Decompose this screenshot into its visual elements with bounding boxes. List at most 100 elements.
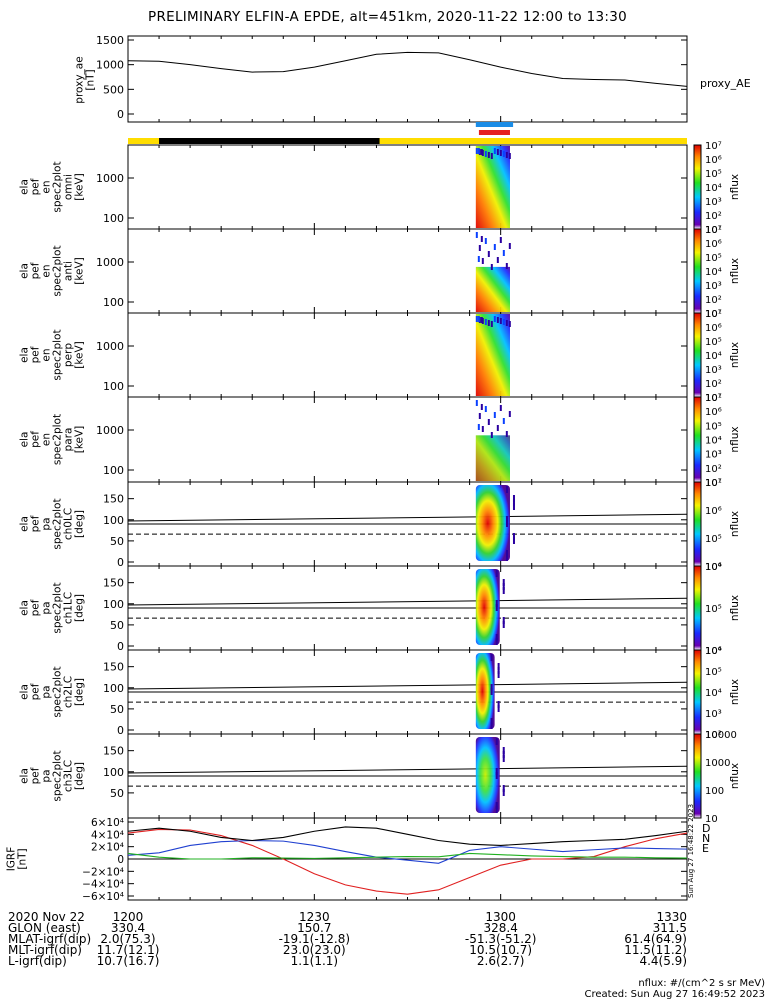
energy-panel-perp-ylabel: en — [41, 348, 53, 361]
energy-panel-omni-ytick-label: 1000 — [96, 172, 124, 185]
energy-panel-perp-speckle — [480, 317, 483, 323]
energy-panel-para-speckle — [484, 406, 487, 412]
pa-panel-ch0LC-ytick-label: 50 — [110, 535, 124, 548]
pa-panel-ch0LC-speckle — [505, 516, 508, 523]
pa-panel-ch0LC-speckle — [505, 550, 508, 557]
pa-panel-ch2LC-speckle — [490, 718, 493, 725]
axis-table-value: 11.7(12.1) — [97, 943, 160, 957]
energy-panel-anti-speckle — [490, 264, 493, 270]
axis-table-value: -51.3(-51.2) — [465, 932, 536, 946]
pa-panel-ch0LC-speckle — [505, 520, 508, 527]
pa-panel-ch0LC-speckle — [512, 503, 515, 510]
pa-panel-ch1LC-speckle — [495, 600, 498, 607]
energy-panel-perp-ylabel: pef — [30, 346, 42, 363]
energy-panel-perp-frame — [127, 312, 688, 398]
pa-panel-ch2LC-speckle — [490, 654, 493, 661]
energy-panel-omni-frame — [127, 144, 688, 230]
pa-panel-ch3LC-cbar-tick: 10 — [705, 814, 718, 825]
pa-panel-ch1LC-cbar-label: nflux — [729, 595, 741, 621]
energy-panel-perp-speckle — [487, 320, 490, 326]
axis-table-value: 150.7 — [297, 921, 331, 935]
ae-ylabel: proxy_ae — [74, 56, 86, 103]
pa-panel-ch2LC-cbar-tick: 10⁶ — [705, 646, 722, 657]
energy-panel-anti-speckle — [505, 263, 508, 269]
energy-panel-omni-cbar-tick: 10⁵ — [705, 169, 722, 180]
pa-panel-ch0LC-cbar-tick: 10⁷ — [705, 478, 722, 489]
axis-table-value: 11.5(11.2) — [624, 943, 687, 957]
axis-table-label: MLAT-igrf(dip) — [8, 932, 91, 946]
energy-panel-omni-ytick-label: 100 — [103, 212, 124, 225]
pa-panel-ch2LC-colorbar — [693, 649, 702, 735]
pa-panel-ch0LC-cbar-tick: 10⁵ — [705, 534, 722, 545]
pa-panel-ch0LC-spectrogram — [475, 485, 510, 561]
energy-panel-omni-ylabel: omni — [63, 174, 75, 200]
pa-panel-ch0LC-cbar-tick: 10⁴ — [705, 562, 722, 573]
energy-panel-perp-speckle — [508, 321, 511, 327]
footer-units: nflux: #/(cm^2 s sr MeV) — [638, 978, 765, 989]
axis-table-value: 1300 — [485, 910, 516, 924]
energy-panel-perp-speckle — [477, 316, 480, 322]
pa-panel-ch0LC-cbar-tick: 10⁶ — [705, 506, 722, 517]
igrf-ytick-label: 6×10⁴ — [91, 817, 124, 829]
igrf-ylabel: [nT] — [17, 848, 29, 869]
pa-panel-ch2LC-ylabel: ch2LC — [63, 676, 75, 708]
energy-panel-omni-speckle — [496, 149, 499, 155]
pa-panel-ch2LC-speckle — [497, 705, 500, 712]
energy-panel-perp-cbar-tick: 10² — [705, 379, 722, 390]
pa-panel-ch1LC-speckle — [495, 638, 498, 645]
energy-panel-anti-ytick-label: 100 — [103, 296, 124, 309]
energy-panel-perp-speckle — [475, 316, 478, 322]
energy-panel-perp-colorbar — [693, 312, 702, 398]
energy-panel-anti-speckle — [502, 250, 505, 256]
pa-panel-ch2LC-ylabel: ela — [19, 684, 31, 700]
energy-panel-perp-speckle — [499, 318, 502, 324]
energy-panel-anti-ylabel: spec2plot — [52, 245, 64, 296]
pa-panel-ch2LC-ylabel: spec2plot — [52, 666, 64, 717]
energy-panel-para-cbar-tick: 10⁴ — [705, 436, 722, 447]
pa-panel-ch3LC-speckle — [495, 802, 498, 809]
pa-panel-ch3LC-speckle — [495, 768, 498, 775]
igrf-ytick-label: −6×10⁴ — [82, 891, 124, 903]
pa-panel-ch1LC-ylabel: pa — [41, 601, 53, 614]
pa-panel-ch2LC-speckle — [490, 722, 493, 729]
pa-panel-ch3LC-ylabel: spec2plot — [52, 750, 64, 801]
energy-panel-para-speckle — [502, 418, 505, 424]
energy-panel-anti-ylabel: pef — [30, 262, 42, 279]
energy-panel-para-cbar-tick: 10⁵ — [705, 421, 722, 432]
pa-panel-ch1LC-speckle — [502, 579, 505, 586]
pa-panel-ch0LC-losscone-line — [127, 513, 688, 522]
igrf-legend-D: D — [702, 822, 710, 835]
pa-panel-ch1LC-ytick-label: 0 — [117, 640, 124, 653]
pa-panel-ch3LC-ylabel: pa — [41, 769, 53, 782]
energy-panel-anti-cbar-tick: 10⁵ — [705, 253, 722, 264]
footer-created: Created: Sun Aug 27 16:49:52 2023 — [585, 989, 765, 1000]
pa-panel-ch3LC-cbar-tick: 100 — [705, 786, 724, 797]
energy-panel-omni-colorbar — [693, 144, 702, 230]
pa-panel-ch3LC-ylabel: ela — [19, 768, 31, 784]
energy-panel-omni-ylabel: [keV] — [74, 173, 86, 201]
energy-panel-omni-speckle — [484, 151, 487, 157]
energy-panel-anti-ylabel: anti — [63, 261, 75, 281]
pa-panel-ch2LC-speckle — [497, 701, 500, 708]
pa-panel-ch0LC-ylabel: spec2plot — [52, 498, 64, 549]
pa-panel-ch2LC-cbar-label: nflux — [729, 679, 741, 705]
pa-panel-ch0LC-cbar-label: nflux — [729, 511, 741, 537]
igrf-ytick-label: 0 — [117, 854, 124, 866]
pa-panel-ch1LC-colorbar — [693, 565, 702, 651]
pa-panel-ch2LC-speckle — [490, 688, 493, 695]
energy-panel-para-frame — [127, 396, 688, 483]
energy-panel-omni-cbar-tick: 10⁶ — [705, 155, 722, 166]
energy-panel-anti-speckle — [475, 232, 478, 238]
pa-panel-ch0LC-ylabel: pef — [30, 515, 42, 532]
energy-panel-anti-ylabel: ela — [19, 263, 31, 279]
energy-panel-para-ylabel: spec2plot — [52, 414, 64, 465]
axis-table-value: 10.5(10.7) — [469, 943, 532, 957]
energy-panel-omni-speckle — [493, 148, 496, 154]
energy-panel-para-cbar-label: nflux — [729, 426, 741, 452]
energy-panel-para-ylabel: para — [63, 428, 75, 452]
axis-table-value: 4.4(5.9) — [639, 954, 687, 968]
energy-panel-para-speckle — [496, 425, 499, 431]
igrf-series-E — [127, 852, 688, 860]
energy-panel-omni-ylabel: en — [41, 180, 53, 193]
energy-panel-perp-ytick-label: 100 — [103, 380, 124, 393]
